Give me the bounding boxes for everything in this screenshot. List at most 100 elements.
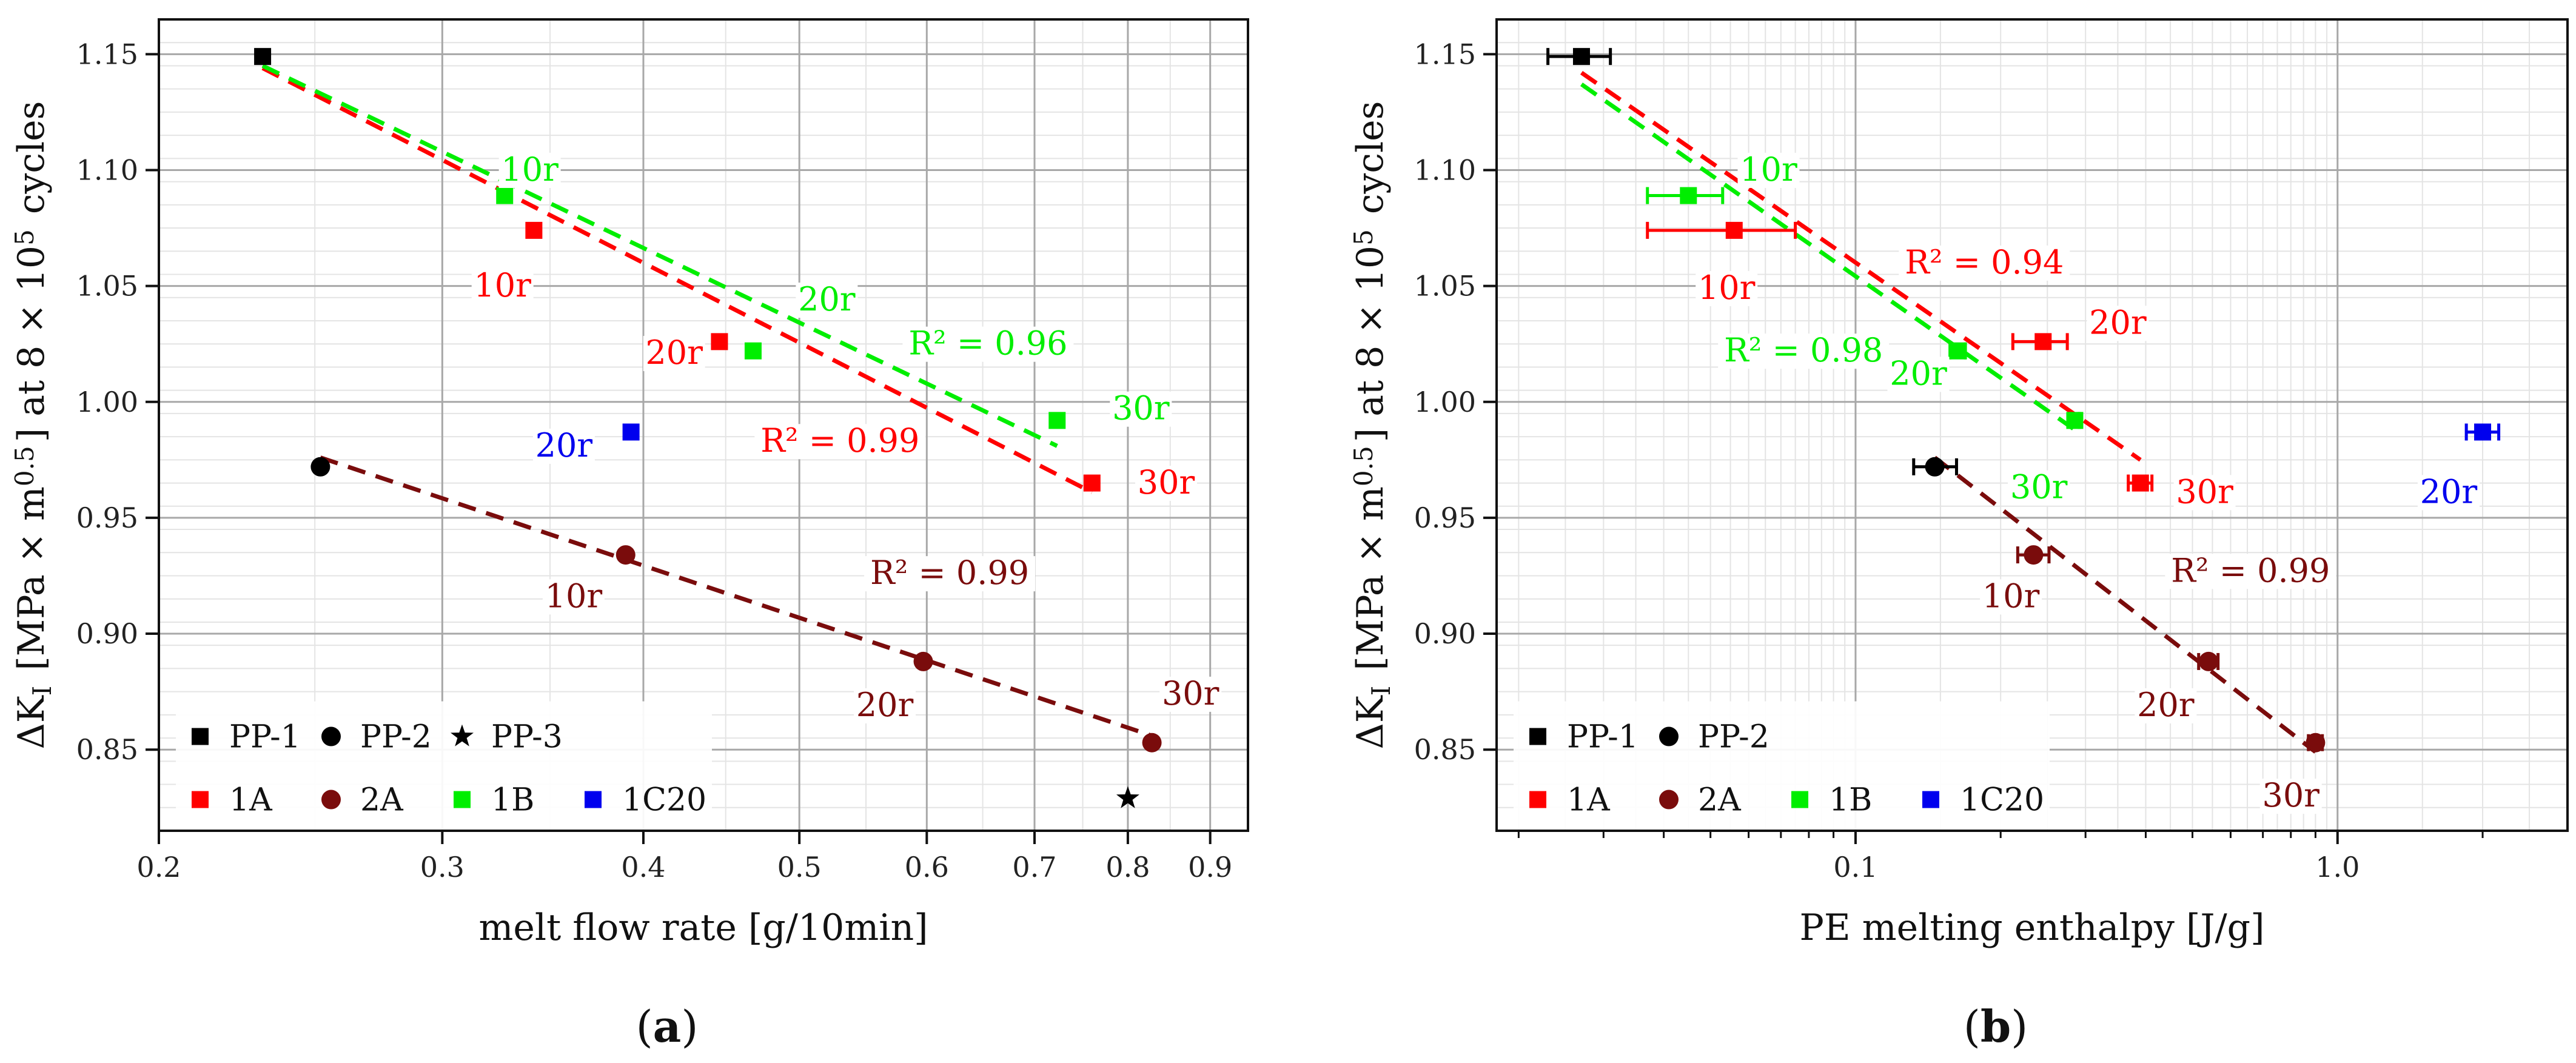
annotation-bg	[1696, 270, 1758, 306]
legend-marker	[192, 728, 209, 745]
y-tick-label: 1.00	[1414, 386, 1476, 418]
annotation-bg	[471, 269, 534, 304]
annotation-bg	[498, 152, 561, 188]
annotation-label: 10r	[1982, 577, 2040, 615]
legend: PP-1 PP-2 1A 2A 1B 1C20	[1514, 701, 2050, 846]
legend-item: 1A	[1529, 782, 1611, 819]
annotation-label: 20r	[645, 334, 703, 372]
annotation-bg	[864, 556, 1036, 592]
data-point	[744, 342, 762, 360]
data-point	[310, 457, 330, 477]
annotation-label: 10r	[501, 150, 558, 189]
legend-item: 1C20	[1922, 782, 2044, 819]
legend-item: 2A	[1659, 782, 1742, 819]
data-point	[525, 221, 543, 239]
legend-label: 1B	[491, 782, 534, 819]
data-point	[1083, 474, 1101, 492]
legend-item: PP-1	[1529, 719, 1639, 756]
legend-marker	[451, 724, 474, 746]
x-tick-label: 1.0	[2315, 851, 2360, 884]
series-1b	[496, 187, 1066, 429]
y-tick-label: 1.05	[1414, 270, 1476, 303]
legend-label: 1A	[1567, 782, 1611, 819]
legend-label: 2A	[1698, 782, 1742, 819]
legend-box	[176, 701, 712, 846]
data-point	[254, 48, 272, 65]
plot-area	[159, 19, 1248, 831]
legend-item: 1B	[1791, 782, 1872, 819]
legend-marker	[454, 791, 471, 808]
series-pp-3	[1116, 786, 1139, 808]
series-pp-1	[254, 48, 272, 65]
annotation-label: 30r	[1112, 389, 1170, 428]
plot-area	[1497, 19, 2568, 831]
legend-marker	[1791, 791, 1808, 808]
legend-marker	[321, 726, 341, 746]
legend-label: PP-3	[491, 719, 563, 756]
annotation-label: 20r	[2420, 472, 2478, 511]
annotation-label: 10r	[545, 577, 603, 615]
legend-label: 1C20	[622, 782, 706, 819]
y-tick-label: 0.95	[1414, 501, 1476, 534]
legend-item: PP-1	[192, 719, 301, 756]
plot-frame	[158, 18, 1249, 832]
legend-item: 2A	[321, 782, 404, 819]
annotation-bg	[2087, 306, 2149, 341]
annotation-label: 30r	[2262, 776, 2319, 814]
series-2a	[2016, 545, 2326, 753]
legend-marker	[192, 791, 209, 808]
major-grid	[1497, 19, 2568, 831]
legend-item: PP-2	[321, 719, 432, 756]
annotation-label: R² = 0.94	[1905, 243, 2064, 281]
x-tick-label: 0.7	[1012, 851, 1056, 884]
fit-line	[1580, 71, 2142, 462]
data-point	[2132, 474, 2149, 492]
series-1a	[525, 221, 1101, 492]
annotation-label: 20r	[2137, 686, 2195, 724]
data-point	[1116, 786, 1139, 808]
x-axis-title: melt flow rate [g/10min]	[478, 907, 928, 949]
legend-item: 1A	[192, 782, 273, 819]
data-point	[1925, 457, 1945, 477]
annotation-bg	[1718, 334, 1890, 369]
annotation-bg	[1737, 152, 1800, 188]
annotation-label: 20r	[1890, 354, 1947, 392]
annotation-label: 20r	[798, 280, 856, 318]
legend-item: 1B	[454, 782, 534, 819]
annotation-bg	[2008, 470, 2070, 506]
panel-label: (a)	[636, 1001, 699, 1052]
data-point	[913, 651, 933, 671]
ticks: 0.2 0.3 0.4 0.5 0.6 0.7 0.8 0.9 0.85 0.90 0.95 1.00…	[76, 38, 1233, 884]
legend-item: PP-2	[1659, 719, 1769, 756]
annotation-label: 30r	[2010, 468, 2068, 506]
legend-label: 1A	[229, 782, 273, 819]
annotation-label: 30r	[1138, 463, 1195, 501]
data-point	[2066, 412, 2084, 429]
x-tick-label: 0.2	[136, 851, 181, 884]
ticks: 0.1 1.0 0.85 0.90 0.95 1.00 1.05 1.10 1.15	[1414, 38, 2484, 884]
data-point	[615, 545, 636, 565]
x-tick-label: 0.5	[777, 851, 822, 884]
data-point	[2024, 545, 2044, 565]
y-tick-label: 1.05	[76, 270, 138, 303]
annotation-bg	[2173, 475, 2236, 511]
data-point	[1048, 412, 1066, 429]
series-pp-2	[310, 457, 330, 477]
legend-marker	[1529, 728, 1546, 745]
fit-line	[261, 66, 1093, 494]
y-tick-label: 0.85	[1414, 733, 1476, 766]
annotation-label: 20r	[856, 686, 914, 724]
legend-item: 1C20	[585, 782, 706, 819]
annotation-bg	[1135, 466, 1197, 501]
series-1a	[1646, 221, 2154, 492]
annotation-label: 10r	[474, 266, 531, 304]
data-point	[1949, 342, 1967, 360]
fit-line	[320, 455, 1153, 738]
series-1c20	[622, 423, 640, 441]
annotation-bg	[902, 326, 1074, 362]
annotation-bg	[2259, 779, 2322, 814]
panel-label: (b)	[1964, 1001, 2028, 1052]
x-tick-label: 0.4	[621, 851, 665, 884]
legend-marker	[585, 791, 602, 808]
